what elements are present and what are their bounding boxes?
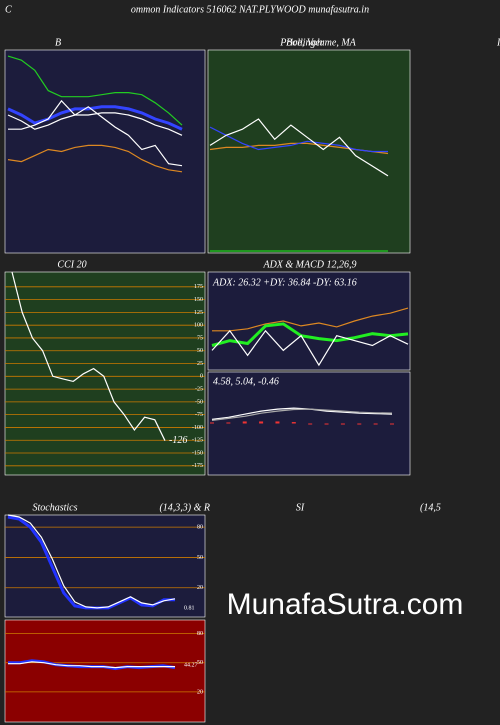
series-line <box>209 118 389 177</box>
panel <box>4 619 206 723</box>
series-line <box>7 112 183 136</box>
y-tick-label: 80 <box>197 631 203 637</box>
header-title: ommon Indicators 516062 NAT.PLYWOOD muna… <box>131 4 369 15</box>
value-label: -126 <box>169 435 187 446</box>
y-tick-label: 25 <box>197 361 203 367</box>
y-tick-label: 75 <box>197 335 203 341</box>
series-line <box>211 407 393 420</box>
chart-subtitle: Bollinger <box>286 37 324 48</box>
y-tick-label: 175 <box>194 284 203 290</box>
side-letter: I <box>496 37 500 48</box>
hist-bar <box>242 421 247 424</box>
y-tick-label: -50 <box>195 399 203 405</box>
hist-bar <box>390 423 394 425</box>
y-tick-label: 50 <box>197 348 203 354</box>
y-tick-label: 0 <box>200 374 203 380</box>
panel <box>4 514 206 618</box>
watermark: MunafaSutra.com <box>227 588 464 621</box>
y-tick-label: -100 <box>192 425 203 431</box>
chart-title: Stochastics <box>33 502 78 513</box>
series-line <box>7 55 183 126</box>
series-line <box>211 329 409 367</box>
series-line <box>11 271 166 441</box>
hist-bar <box>340 423 345 425</box>
y-tick-label: 50 <box>197 555 203 561</box>
annotation: 4.58, 5.04, -0.46 <box>213 376 279 387</box>
hist-bar <box>291 422 296 424</box>
panel <box>4 271 206 476</box>
hist-bar <box>275 421 280 424</box>
series-line <box>211 322 409 347</box>
series-line <box>212 307 409 332</box>
hist-bar <box>324 423 329 425</box>
y-tick-label: -150 <box>192 450 203 456</box>
series-line <box>8 661 175 669</box>
y-tick-label: -25 <box>195 386 203 392</box>
hist-bar <box>357 423 362 425</box>
y-tick-label: -175 <box>192 463 203 469</box>
chart-title: ADX & MACD 12,26,9 <box>262 259 356 270</box>
chart-title: SI <box>296 502 305 513</box>
y-tick-label: -75 <box>195 412 203 418</box>
chart-title: CCI 20 <box>57 259 86 270</box>
series-line <box>8 99 183 167</box>
panel <box>4 49 206 254</box>
series-line <box>211 408 393 421</box>
y-tick-label: 100 <box>194 323 203 329</box>
y-tick-label: 80 <box>197 524 203 530</box>
series-line <box>7 144 183 173</box>
y-tick-label: 50 <box>197 660 203 666</box>
y-tick-label: -125 <box>192 438 203 444</box>
annotation: ADX: 26.32 +DY: 36.84 -DY: 63.16 <box>212 277 357 288</box>
chart-subtitle: (14,5 <box>420 502 441 513</box>
y-tick-label: 20 <box>197 689 203 695</box>
panel <box>207 271 411 371</box>
series-line <box>7 514 176 609</box>
hist-bar <box>308 423 313 425</box>
annotation: 0.81 <box>184 605 195 611</box>
header-letter: C <box>5 4 12 15</box>
chart-title: Price, Volume, MA <box>279 37 356 48</box>
hist-bar <box>210 422 214 424</box>
hist-bar <box>373 423 378 425</box>
chart-subtitle: (14,3,3) & R <box>159 502 210 513</box>
series-line <box>7 105 183 131</box>
y-tick-label: 150 <box>194 297 203 303</box>
y-tick-label: 125 <box>194 310 203 316</box>
series-line <box>209 126 388 153</box>
annotation: 44.27 <box>184 662 198 668</box>
hist-bar <box>259 421 264 424</box>
hist-bar <box>226 422 231 424</box>
chart-title: B <box>55 37 61 48</box>
y-tick-label: 20 <box>197 585 203 591</box>
